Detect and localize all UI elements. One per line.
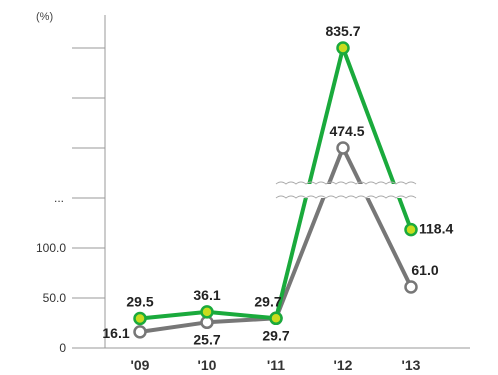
- data-label-green: 835.7: [325, 23, 360, 39]
- point-green: [404, 222, 418, 237]
- data-label-gray: 16.1: [102, 325, 129, 341]
- y-tick-label: 50.0: [43, 291, 67, 305]
- point-gray: [336, 141, 350, 155]
- y-tick-label: ...: [54, 191, 64, 205]
- data-label-gray: 474.5: [329, 123, 364, 139]
- series-layer: [133, 41, 418, 339]
- point-green: [336, 41, 350, 55]
- x-tick-label: '11: [267, 357, 285, 373]
- point-gray: [133, 325, 147, 339]
- data-label-gray: 29.7: [262, 327, 289, 343]
- y-tick-label: 0: [59, 341, 66, 355]
- x-tick-label: '09: [131, 357, 150, 373]
- break-gap: [270, 184, 420, 198]
- break-wave-bottom: [275, 195, 417, 199]
- point-green: [133, 311, 147, 326]
- series-line-green: [139, 46, 413, 321]
- x-tick-label: '13: [402, 357, 421, 373]
- axis-break: [270, 181, 420, 199]
- axes: ... 0 50.0 100.0 '09 '10 '11 '12 '13: [36, 15, 470, 373]
- unit-label: (%): [36, 11, 53, 23]
- data-label-gray: 25.7: [193, 331, 220, 347]
- y-tick-label: 100.0: [36, 241, 66, 255]
- x-tick-label: '12: [334, 357, 353, 373]
- data-labels: 29.5 36.1 29.7 835.7 118.4 16.1 25.7 29.7 474.5 6…: [102, 23, 453, 347]
- point-green: [269, 311, 283, 326]
- point-gray: [404, 280, 418, 294]
- data-label-green: 36.1: [193, 287, 220, 303]
- point-green: [200, 305, 214, 319]
- x-tick-label: '10: [198, 357, 217, 373]
- data-label-green: 29.7: [254, 293, 281, 309]
- data-label-green: 29.5: [126, 294, 153, 310]
- break-wave-top: [275, 181, 417, 185]
- data-label-gray: 61.0: [411, 262, 438, 278]
- data-label-green: 118.4: [419, 221, 453, 237]
